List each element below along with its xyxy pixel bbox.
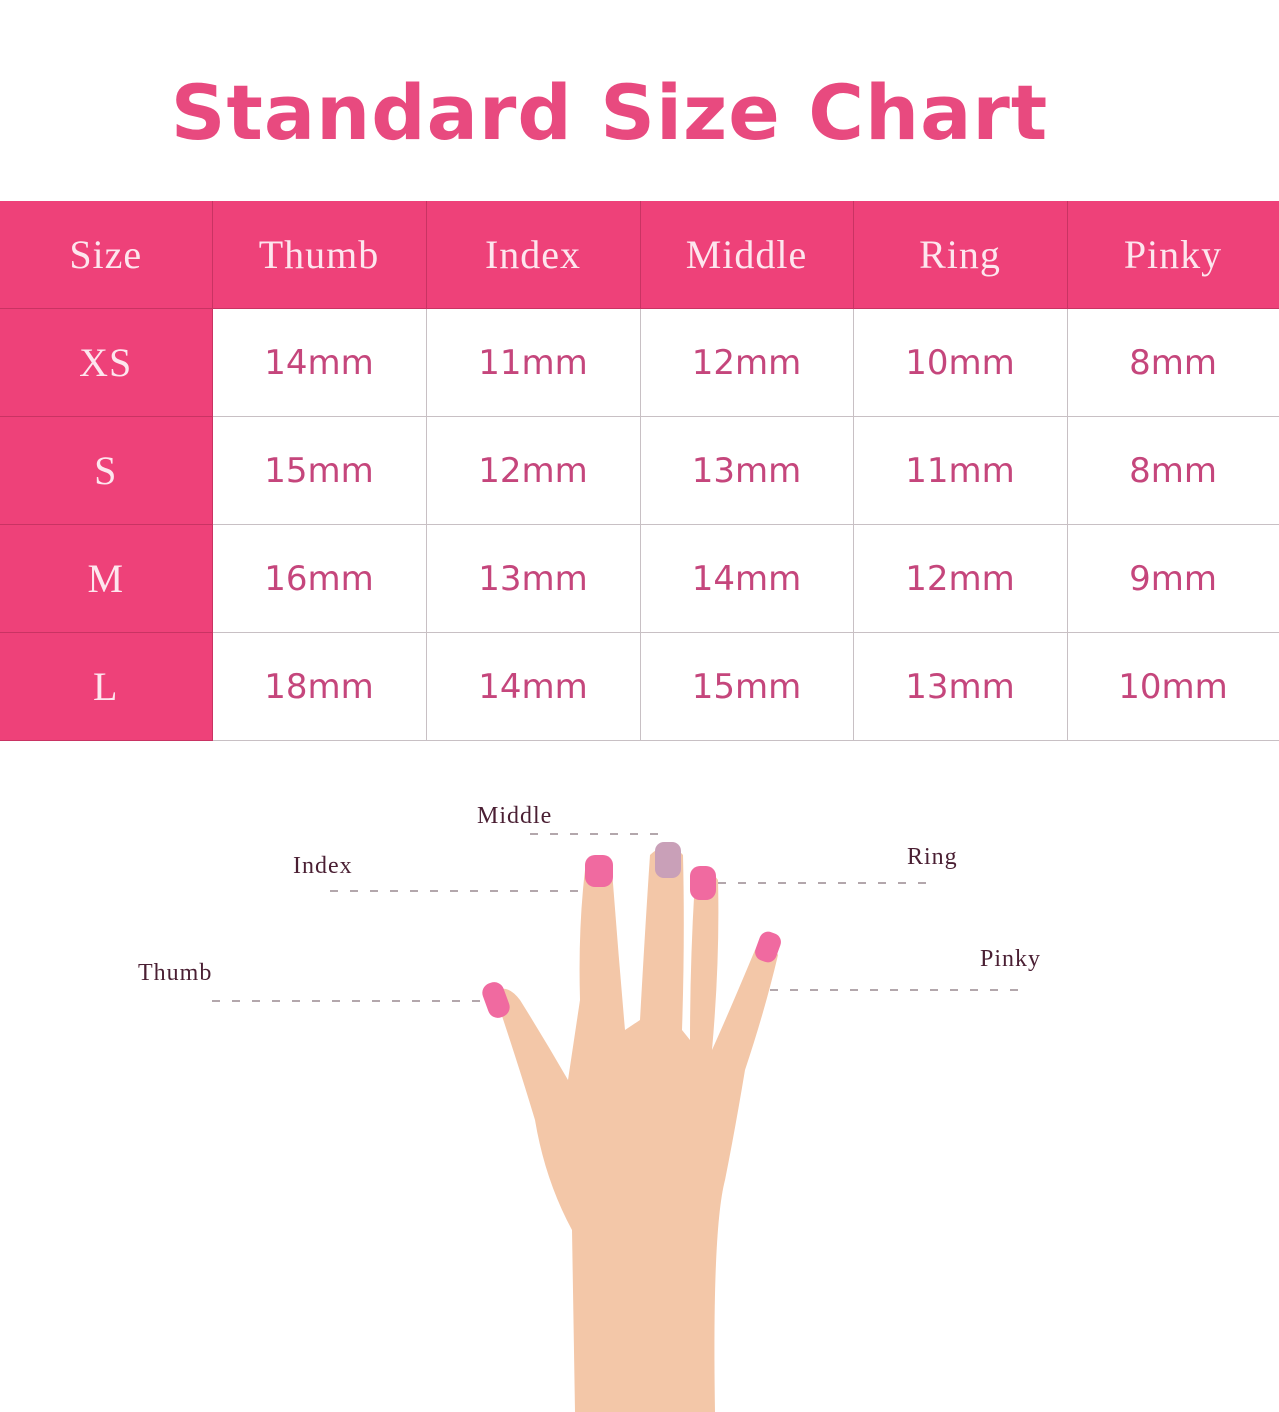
header-middle: Middle (640, 201, 854, 309)
label-index: Index (293, 853, 353, 879)
size-cell: 14mm (639, 524, 854, 633)
middle-nail-icon (655, 842, 681, 878)
size-cell: 15mm (211, 416, 427, 525)
guide-lines (212, 833, 1020, 1002)
size-cell: 8mm (1066, 308, 1279, 417)
size-cell: 10mm (1066, 632, 1279, 741)
size-cell: 12mm (425, 416, 641, 525)
size-table: Size Thumb Index Middle Ring Pinky XS 14m… (0, 201, 1279, 741)
size-cell: 11mm (852, 416, 1068, 525)
label-ring: Ring (907, 844, 958, 870)
header-pinky: Pinky (1067, 201, 1279, 309)
size-cell: 16mm (211, 524, 427, 633)
size-label: S (0, 416, 213, 525)
size-cell: 12mm (852, 524, 1068, 633)
index-nail-icon (585, 855, 613, 887)
size-label: L (0, 632, 213, 741)
size-cell: 13mm (852, 632, 1068, 741)
size-cell: 10mm (852, 308, 1068, 417)
table-row: S 15mm 12mm 13mm 11mm 8mm (0, 416, 1279, 525)
table-row: L 18mm 14mm 15mm 13mm 10mm (0, 632, 1279, 741)
size-cell: 8mm (1066, 416, 1279, 525)
size-cell: 11mm (425, 308, 641, 417)
hand-icon (490, 846, 778, 1412)
header-row: Size Thumb Index Middle Ring Pinky (0, 201, 1279, 309)
header-index: Index (426, 201, 641, 309)
header-thumb: Thumb (212, 201, 427, 309)
header-ring: Ring (853, 201, 1068, 309)
thumb-nail-icon (482, 982, 510, 1018)
size-cell: 9mm (1066, 524, 1279, 633)
size-cell: 15mm (639, 632, 854, 741)
page-title: Standard Size Chart (170, 68, 1049, 157)
pinky-nail-icon (755, 931, 781, 963)
size-cell: 13mm (425, 524, 641, 633)
label-middle: Middle (477, 803, 553, 829)
size-cell: 14mm (425, 632, 641, 741)
size-cell: 13mm (639, 416, 854, 525)
label-thumb: Thumb (138, 960, 213, 986)
size-cell: 18mm (211, 632, 427, 741)
table-row: M 16mm 13mm 14mm 12mm 9mm (0, 524, 1279, 633)
size-label: M (0, 524, 213, 633)
size-label: XS (0, 308, 213, 417)
nails (482, 842, 781, 1018)
ring-nail-icon (690, 866, 716, 900)
label-pinky: Pinky (980, 946, 1042, 972)
header-size: Size (0, 201, 213, 309)
